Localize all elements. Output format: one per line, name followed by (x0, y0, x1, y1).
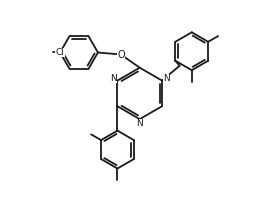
Text: N: N (136, 119, 143, 129)
Text: N: N (163, 74, 170, 83)
Text: O: O (117, 50, 125, 59)
Text: Cl: Cl (55, 48, 64, 57)
Text: N: N (110, 74, 117, 83)
